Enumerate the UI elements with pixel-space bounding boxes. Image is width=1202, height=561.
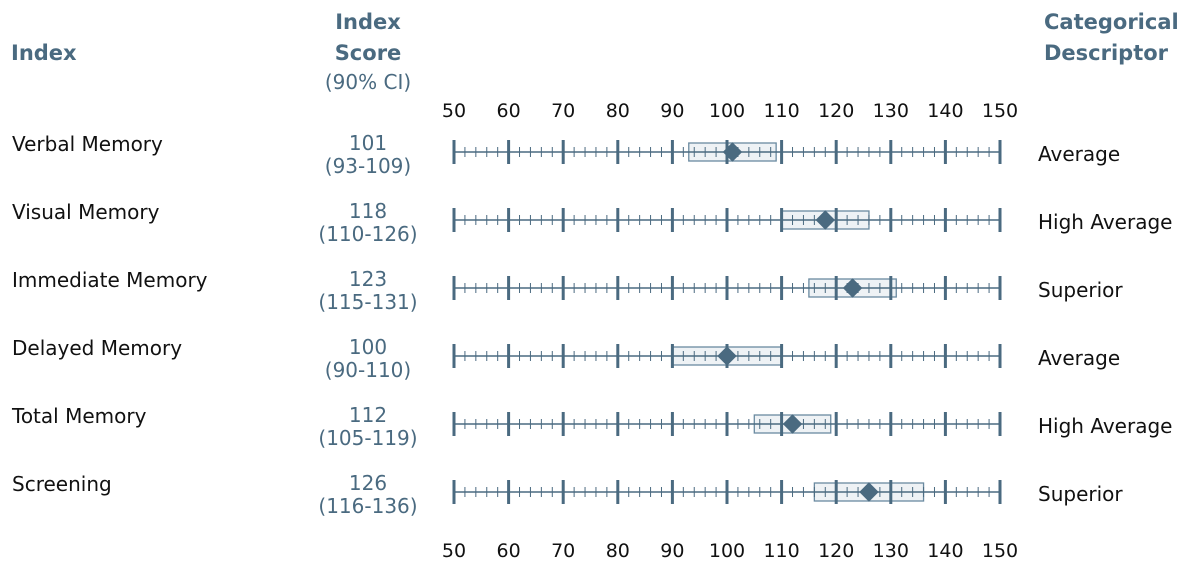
index-label: Delayed Memory — [12, 336, 183, 360]
bottom-tick-label: 60 — [497, 540, 521, 561]
top-tick-label: 120 — [818, 100, 854, 122]
bottom-tick-label: 120 — [818, 540, 854, 561]
top-tick-label: 140 — [927, 100, 963, 122]
score-value: 118 — [348, 199, 388, 223]
score-marker — [722, 142, 743, 162]
header-categorical-line1: Categorical — [1044, 10, 1179, 34]
categorical-descriptor: Superior — [1038, 482, 1123, 506]
bottom-tick-label: 70 — [551, 540, 575, 561]
bottom-tick-label: 100 — [709, 540, 745, 561]
bottom-tick-label: 80 — [606, 540, 630, 561]
categorical-descriptor: High Average — [1038, 414, 1173, 438]
header-ci: (90% CI) — [324, 70, 412, 94]
score-ci: (105-119) — [318, 426, 418, 450]
top-tick-label: 80 — [606, 100, 630, 122]
index-label: Verbal Memory — [12, 132, 163, 156]
score-ci: (116-136) — [318, 494, 418, 518]
index-label: Immediate Memory — [12, 268, 208, 292]
score-value: 123 — [348, 267, 388, 291]
index-score: 118 (110-126) — [300, 200, 436, 246]
index-score: 101 (93-109) — [300, 132, 436, 178]
categorical-descriptor: High Average — [1038, 210, 1173, 234]
score-value: 101 — [348, 131, 388, 155]
score-marker — [782, 414, 803, 434]
score-ci: (110-126) — [318, 222, 418, 246]
top-tick-label: 60 — [497, 100, 521, 122]
header-index-score: Index Score — [310, 7, 426, 69]
header-index: Index — [11, 41, 77, 65]
bottom-tick-label: 50 — [442, 540, 466, 561]
top-tick-label: 110 — [763, 100, 799, 122]
score-marker — [717, 346, 737, 366]
top-tick-label: 70 — [551, 100, 575, 122]
top-tick-label: 150 — [982, 100, 1018, 122]
top-tick-label: 130 — [873, 100, 909, 122]
top-tick-label: 50 — [442, 100, 466, 122]
categorical-descriptor: Average — [1038, 346, 1121, 370]
score-value: 100 — [348, 335, 388, 359]
bottom-tick-label: 140 — [927, 540, 963, 561]
bottom-tick-label: 150 — [982, 540, 1018, 561]
score-value: 126 — [348, 471, 388, 495]
index-score: 100 (90-110) — [300, 336, 436, 382]
bottom-tick-label: 90 — [660, 540, 684, 561]
top-tick-label: 100 — [709, 100, 745, 122]
header-categorical-descriptor: Categorical Descriptor — [1044, 7, 1179, 69]
categorical-descriptor: Superior — [1038, 278, 1123, 302]
header-categorical-line2: Descriptor — [1044, 41, 1169, 65]
index-score: 123 (115-131) — [300, 268, 436, 314]
index-label: Screening — [12, 472, 112, 496]
header-index-score-line2: Score — [334, 41, 402, 65]
top-tick-label: 90 — [660, 100, 684, 122]
header-index-score-line1: Index — [335, 10, 401, 34]
index-label: Visual Memory — [12, 200, 160, 224]
index-score: 126 (116-136) — [300, 472, 436, 518]
bottom-tick-label: 130 — [873, 540, 909, 561]
index-score: 112 (105-119) — [300, 404, 436, 450]
categorical-descriptor: Average — [1038, 142, 1121, 166]
bottom-tick-label: 110 — [763, 540, 799, 561]
score-ci: (115-131) — [318, 290, 418, 314]
score-value: 112 — [348, 403, 388, 427]
score-marker — [842, 278, 863, 298]
index-label: Total Memory — [12, 404, 147, 428]
score-ci: (90-110) — [324, 358, 412, 382]
score-marker — [859, 482, 879, 502]
score-ci: (93-109) — [324, 154, 412, 178]
score-marker — [815, 210, 835, 230]
